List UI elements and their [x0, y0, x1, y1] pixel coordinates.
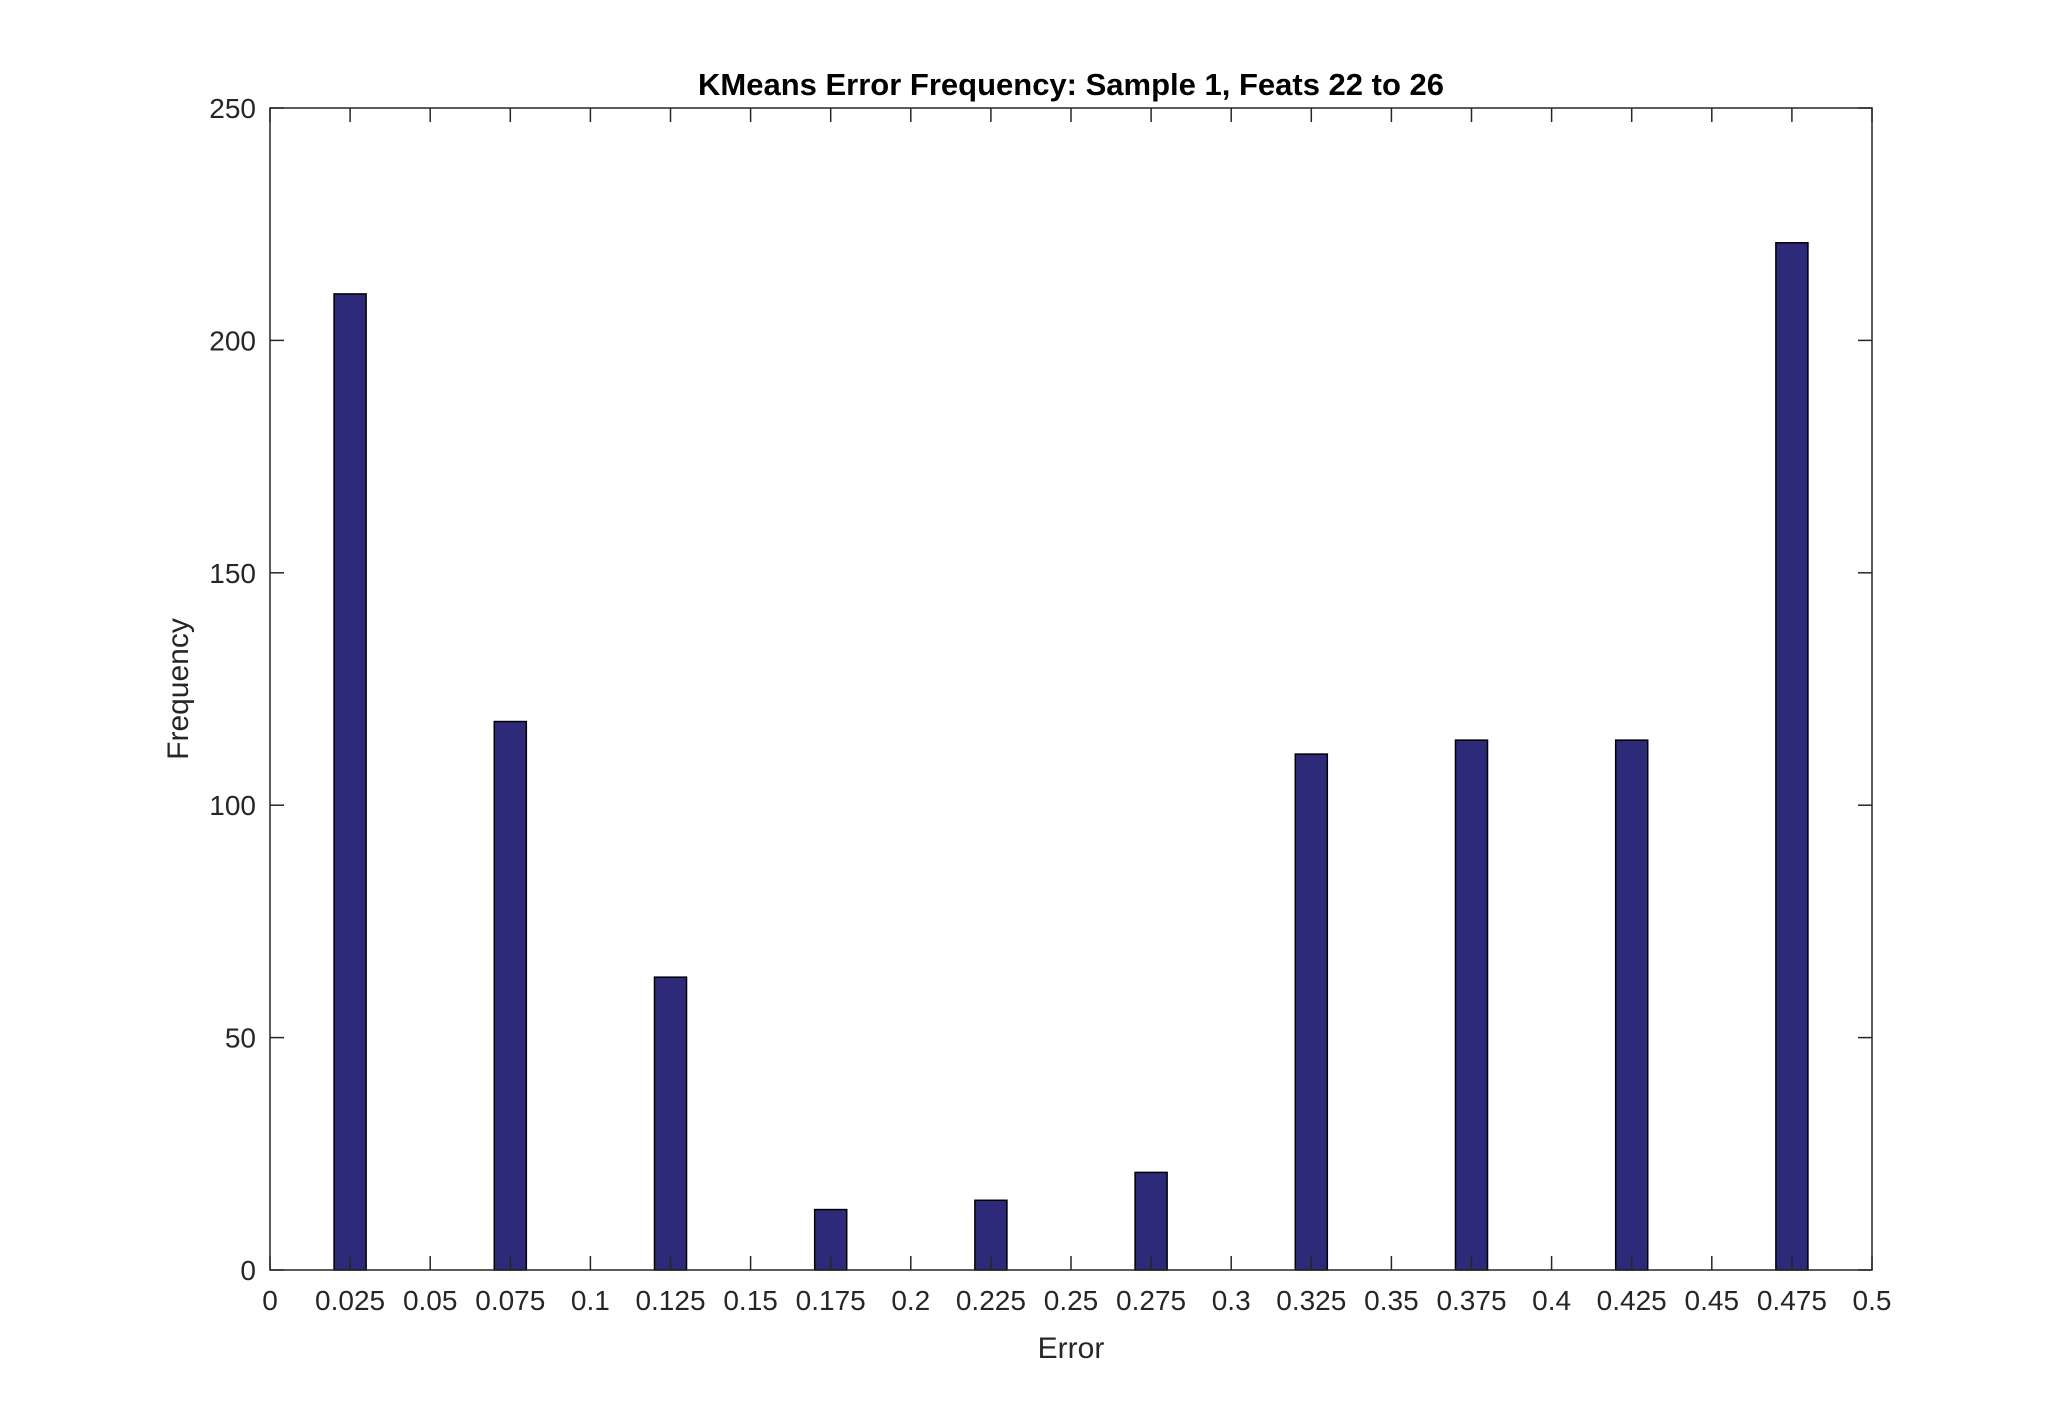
x-tick-label: 0.425	[1597, 1285, 1667, 1316]
x-tick-label: 0.15	[723, 1285, 778, 1316]
x-tick-label: 0.325	[1276, 1285, 1346, 1316]
x-tick-label: 0.475	[1757, 1285, 1827, 1316]
x-tick-label: 0.075	[475, 1285, 545, 1316]
x-tick-label: 0.025	[315, 1285, 385, 1316]
x-tick-label: 0.275	[1116, 1285, 1186, 1316]
x-tick-label: 0.25	[1044, 1285, 1099, 1316]
chart-title: KMeans Error Frequency: Sample 1, Feats …	[698, 67, 1444, 102]
y-tick-label: 0	[240, 1255, 256, 1286]
bars-group	[333, 242, 1809, 1271]
x-axis-ticks: 0 0.025 0.05 0.075 0.1 0.125 0.15 0.175 0.2 0.225…	[262, 108, 1891, 1316]
bar	[1294, 753, 1329, 1271]
x-tick-label: 0.45	[1685, 1285, 1740, 1316]
bar	[1454, 739, 1489, 1271]
x-axis-title: Error	[1038, 1332, 1105, 1365]
bar	[653, 976, 688, 1271]
x-tick-label: 0.05	[403, 1285, 458, 1316]
x-tick-label: 0.175	[796, 1285, 866, 1316]
x-tick-label: 0.225	[956, 1285, 1026, 1316]
bar	[333, 293, 367, 1271]
y-axis-title: Frequency	[162, 618, 195, 760]
y-tick-label: 200	[209, 325, 256, 356]
x-tick-label: 0.4	[1532, 1285, 1571, 1316]
y-tick-label: 100	[209, 790, 256, 821]
y-tick-label: 250	[209, 93, 256, 124]
x-tick-label: 0.2	[891, 1285, 930, 1316]
bar	[1134, 1171, 1168, 1271]
x-tick-label: 0.125	[635, 1285, 705, 1316]
bar	[493, 720, 528, 1271]
x-tick-label: 0.1	[571, 1285, 610, 1316]
x-tick-label: 0.35	[1364, 1285, 1419, 1316]
axes-box	[269, 107, 1873, 1271]
bar	[1775, 242, 1809, 1271]
x-tick-label: 0.5	[1853, 1285, 1892, 1316]
y-tick-label: 50	[225, 1023, 256, 1054]
x-tick-label: 0	[262, 1285, 278, 1316]
plot-area	[270, 108, 1872, 1270]
bar	[1614, 739, 1649, 1271]
x-tick-label: 0.375	[1436, 1285, 1506, 1316]
x-tick-label: 0.3	[1212, 1285, 1251, 1316]
y-tick-label: 150	[209, 558, 256, 589]
